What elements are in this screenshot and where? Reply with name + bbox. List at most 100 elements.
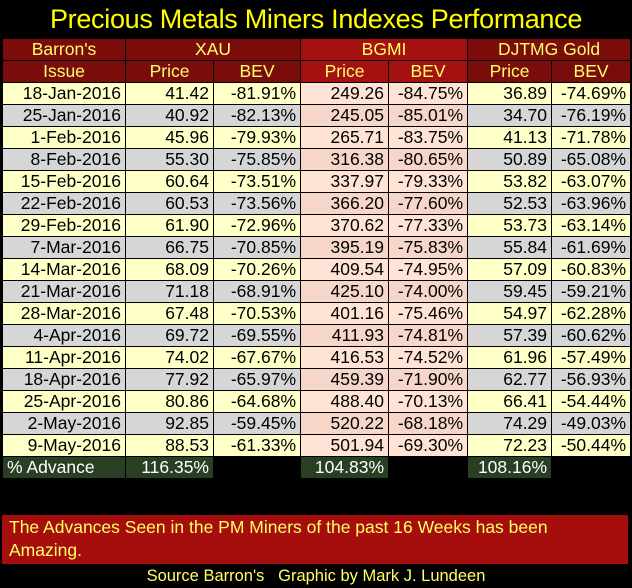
xau-bev-cell: -70.85% [212,236,302,259]
xau-bev-cell: -73.51% [212,170,302,193]
table-row: 28-Mar-2016 67.48 -70.53% 401.16 -75.46% 54.9… [2,302,632,325]
sub-header-price: Price [467,60,553,83]
advance-spacer [212,456,302,479]
xau-price-cell: 66.75 [125,236,214,259]
xau-price-cell: 71.18 [125,280,214,303]
xau-price-cell: 60.64 [125,170,214,193]
page-title: Precious Metals Miners Indexes Performan… [49,4,583,34]
advance-spacer [551,456,632,479]
xau-price-cell: 55.30 [125,148,214,171]
table-row: 25-Apr-2016 80.86 -64.68% 488.40 -70.13% 66.4… [2,390,632,413]
xau-bev-cell: -75.85% [212,148,302,171]
djtmg-bev-cell: -56.93% [551,368,632,391]
xau-price-cell: 77.92 [125,368,214,391]
group-header-xau: XAU [124,38,302,61]
xau-bev-cell: -82.13% [212,104,302,127]
bgmi-price-cell: 416.53 [300,346,390,369]
djtmg-price-cell: 53.73 [467,214,553,237]
djtmg-bev-cell: -59.21% [551,280,632,303]
djtmg-price-cell: 61.96 [467,346,553,369]
xau-bev-cell: -65.97% [212,368,302,391]
djtmg-bev-cell: -62.28% [551,302,632,325]
bgmi-bev-cell: -74.95% [388,258,469,281]
issue-header-line1: Barron's [2,38,126,61]
sub-header-bev: BEV [551,60,632,83]
djtmg-price-cell: 57.39 [467,324,553,347]
advance-label: % Advance [2,456,126,479]
bgmi-bev-cell: -77.60% [388,192,469,215]
bgmi-bev-cell: -79.33% [388,170,469,193]
djtmg-bev-cell: -50.44% [551,434,632,457]
xau-price-cell: 45.96 [125,126,214,149]
bgmi-bev-cell: -75.46% [388,302,469,325]
xau-bev-cell: -79.93% [212,126,302,149]
djtmg-price-cell: 74.29 [467,412,553,435]
bgmi-bev-cell: -71.90% [388,368,469,391]
sub-header-bev: BEV [388,60,469,83]
issue-date-cell: 9-May-2016 [2,434,126,457]
bgmi-price-cell: 425.10 [300,280,390,303]
xau-bev-cell: -81.91% [212,82,302,105]
bgmi-bev-cell: -69.30% [388,434,469,457]
bgmi-bev-cell: -83.75% [388,126,469,149]
djtmg-price-cell: 52.53 [467,192,553,215]
bgmi-bev-cell: -80.65% [388,148,469,171]
table-row: 25-Jan-2016 40.92 -82.13% 245.05 -85.01% 34.7… [2,104,632,127]
table-row: 18-Apr-2016 77.92 -65.97% 459.39 -71.90% 62.7… [2,368,632,391]
bgmi-bev-cell: -70.13% [388,390,469,413]
header-row-sub: Issue Price BEV Price BEV Price BEV [2,60,632,83]
djtmg-price-cell: 59.45 [467,280,553,303]
issue-date-cell: 15-Feb-2016 [2,170,126,193]
issue-date-cell: 2-May-2016 [2,412,126,435]
djtmg-price-cell: 34.70 [467,104,553,127]
djtmg-bev-cell: -63.07% [551,170,632,193]
table-row: 22-Feb-2016 60.53 -73.56% 366.20 -77.60% 52.5… [2,192,632,215]
bgmi-bev-cell: -75.83% [388,236,469,259]
djtmg-bev-cell: -61.69% [551,236,632,259]
djtmg-price-cell: 62.77 [467,368,553,391]
issue-date-cell: 4-Apr-2016 [2,324,126,347]
xau-price-cell: 88.53 [125,434,214,457]
xau-bev-cell: -68.91% [212,280,302,303]
djtmg-price-cell: 66.41 [467,390,553,413]
issue-date-cell: 11-Apr-2016 [2,346,126,369]
table-row: 29-Feb-2016 61.90 -72.96% 370.62 -77.33% 53.7… [2,214,632,237]
advance-spacer [388,456,469,479]
bgmi-price-cell: 337.97 [300,170,390,193]
djtmg-bev-cell: -74.69% [551,82,632,105]
djtmg-bev-cell: -49.03% [551,412,632,435]
xau-bev-cell: -61.33% [212,434,302,457]
sub-header-price: Price [125,60,214,83]
issue-date-cell: 29-Feb-2016 [2,214,126,237]
djtmg-bev-cell: -57.49% [551,346,632,369]
issue-date-cell: 28-Mar-2016 [2,302,126,325]
issue-date-cell: 8-Feb-2016 [2,148,126,171]
xau-bev-cell: -67.67% [212,346,302,369]
table-row: 1-Feb-2016 45.96 -79.93% 265.71 -83.75% 41.13… [2,126,632,149]
sub-header-price: Price [300,60,390,83]
djtmg-price-cell: 57.09 [467,258,553,281]
table-row: 8-Feb-2016 55.30 -75.85% 316.38 -80.65% 50.89… [2,148,632,171]
group-header-bgmi: BGMI [300,38,469,61]
issue-date-cell: 21-Mar-2016 [2,280,126,303]
djtmg-price-cell: 72.23 [467,434,553,457]
xau-price-cell: 69.72 [125,324,214,347]
xau-bev-cell: -59.45% [212,412,302,435]
commentary-note: The Advances Seen in the PM Miners of th… [2,515,628,564]
bgmi-price-cell: 245.05 [300,104,390,127]
bgmi-price-cell: 395.19 [300,236,390,259]
xau-price-cell: 68.09 [125,258,214,281]
bgmi-price-cell: 370.62 [300,214,390,237]
issue-date-cell: 18-Jan-2016 [2,82,126,105]
advance-djtmg: 108.16% [467,456,553,479]
djtmg-bev-cell: -71.78% [551,126,632,149]
djtmg-price-cell: 54.97 [467,302,553,325]
sub-header-bev: BEV [212,60,302,83]
table-row: 15-Feb-2016 60.64 -73.51% 337.97 -79.33% 53.8… [2,170,632,193]
table-row: 21-Mar-2016 71.18 -68.91% 425.10 -74.00% 59.4… [2,280,632,303]
issue-date-cell: 25-Jan-2016 [2,104,126,127]
xau-price-cell: 74.02 [125,346,214,369]
bgmi-price-cell: 520.22 [300,412,390,435]
djtmg-price-cell: 55.84 [467,236,553,259]
